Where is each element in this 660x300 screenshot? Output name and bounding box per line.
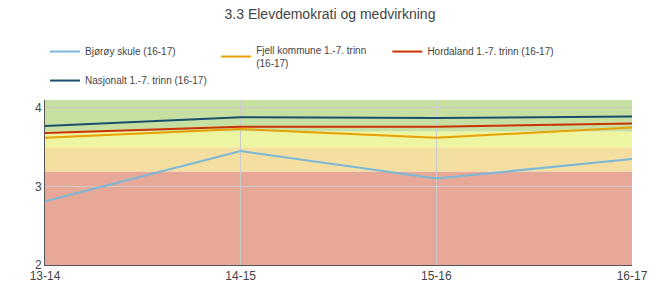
svg-text:Bjørøy skule (16-17): Bjørøy skule (16-17) xyxy=(85,46,176,57)
svg-text:Hordaland 1.-7. trinn (16-17): Hordaland 1.-7. trinn (16-17) xyxy=(427,46,553,57)
svg-text:3.3 Elevdemokrati og medvirkni: 3.3 Elevdemokrati og medvirkning xyxy=(225,6,436,22)
svg-text:2: 2 xyxy=(35,258,42,272)
svg-text:16-17: 16-17 xyxy=(617,269,648,283)
svg-text:Fjell kommune 1.-7. trinn(16-1: Fjell kommune 1.-7. trinn(16-17) xyxy=(256,45,366,69)
svg-text:3: 3 xyxy=(35,180,42,194)
svg-text:Nasjonalt 1.-7. trinn (16-17): Nasjonalt 1.-7. trinn (16-17) xyxy=(85,75,207,86)
svg-text:14-15: 14-15 xyxy=(225,269,256,283)
svg-text:15-16: 15-16 xyxy=(421,269,452,283)
svg-text:13-14: 13-14 xyxy=(30,269,61,283)
svg-text:4: 4 xyxy=(35,101,42,115)
